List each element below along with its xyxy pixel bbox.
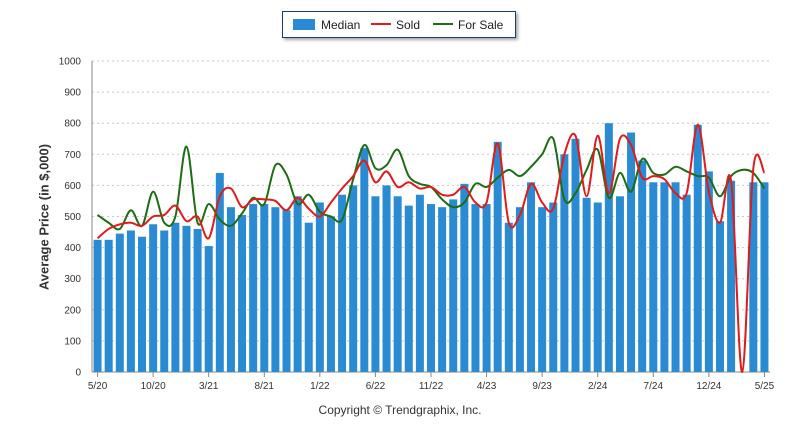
median-bar bbox=[204, 246, 213, 372]
median-bar bbox=[604, 123, 613, 372]
x-tick-label: 5/25 bbox=[755, 381, 775, 392]
median-bar bbox=[727, 180, 736, 372]
median-bar bbox=[360, 148, 369, 372]
legend-median-label: Median bbox=[321, 18, 361, 32]
median-bar bbox=[749, 182, 758, 372]
median-bar bbox=[93, 239, 102, 372]
median-bar bbox=[371, 196, 380, 372]
median-bar bbox=[471, 204, 480, 372]
legend-median-swatch bbox=[293, 19, 315, 30]
median-bar bbox=[160, 230, 169, 372]
legend-for-sale-label: For Sale bbox=[458, 18, 504, 32]
legend-for-sale-swatch bbox=[433, 23, 453, 25]
median-bar bbox=[538, 207, 547, 372]
y-axis-label: Average Price (in $,000) bbox=[36, 143, 52, 291]
median-bar bbox=[282, 210, 291, 372]
median-bar bbox=[326, 216, 335, 372]
x-tick-label: 4/23 bbox=[477, 381, 497, 392]
median-bar bbox=[171, 222, 180, 372]
median-bar bbox=[671, 182, 680, 372]
x-tick-label: 6/22 bbox=[366, 381, 386, 392]
median-bar bbox=[149, 224, 158, 372]
median-bar bbox=[393, 196, 402, 372]
median-bar bbox=[582, 197, 591, 372]
x-tick-label: 12/24 bbox=[696, 381, 721, 392]
legend: Median Sold For Sale bbox=[282, 11, 516, 38]
copyright-text: Copyright © Trendgraphix, Inc. bbox=[318, 403, 482, 417]
median-bar bbox=[315, 202, 324, 372]
y-tick-label: 600 bbox=[64, 181, 81, 192]
median-bar bbox=[293, 196, 302, 372]
x-tick-label: 8/21 bbox=[255, 381, 275, 392]
median-bar bbox=[126, 230, 135, 372]
y-tick-label: 400 bbox=[64, 243, 81, 254]
median-bar bbox=[249, 204, 258, 372]
median-bar bbox=[193, 228, 202, 372]
median-bar bbox=[349, 185, 358, 372]
median-bar bbox=[271, 207, 280, 372]
median-bar bbox=[215, 172, 224, 372]
x-tick-label: 3/21 bbox=[199, 381, 219, 392]
median-bar bbox=[226, 207, 235, 372]
y-tick-label: 100 bbox=[64, 336, 81, 347]
x-tick-label: 10/20 bbox=[141, 381, 166, 392]
median-bar bbox=[649, 182, 658, 372]
median-bar bbox=[715, 221, 724, 372]
median-bar bbox=[304, 222, 313, 372]
median-bar bbox=[182, 225, 191, 372]
y-tick-label: 300 bbox=[64, 274, 81, 285]
x-tick-label: 7/24 bbox=[644, 381, 664, 392]
x-tick-label: 11/22 bbox=[419, 381, 444, 392]
median-bar bbox=[138, 236, 147, 372]
median-bar bbox=[615, 196, 624, 372]
x-tick-label: 2/24 bbox=[588, 381, 608, 392]
median-bar bbox=[760, 182, 769, 372]
x-tick-label: 1/22 bbox=[310, 381, 330, 392]
median-bar bbox=[449, 199, 458, 372]
median-bar bbox=[260, 204, 269, 372]
legend-sold-swatch bbox=[371, 23, 391, 25]
y-tick-label: 900 bbox=[64, 88, 81, 99]
median-bar bbox=[115, 233, 124, 372]
median-bar bbox=[682, 194, 691, 372]
y-tick-label: 1000 bbox=[59, 57, 82, 68]
median-bar bbox=[493, 141, 502, 372]
y-tick-label: 800 bbox=[64, 119, 81, 130]
y-tick-label: 0 bbox=[75, 368, 81, 379]
sold-line bbox=[96, 123, 766, 374]
median-bar bbox=[104, 239, 113, 372]
median-bar bbox=[527, 182, 536, 372]
median-bar bbox=[382, 185, 391, 372]
median-bar bbox=[560, 154, 569, 372]
median-bar bbox=[404, 205, 413, 372]
legend-sold-label: Sold bbox=[396, 18, 421, 32]
median-bar bbox=[515, 207, 524, 372]
median-bar bbox=[638, 160, 647, 372]
median-bar bbox=[438, 207, 447, 372]
median-bar bbox=[693, 124, 702, 372]
median-bar bbox=[704, 171, 713, 372]
median-bar bbox=[426, 204, 436, 372]
median-bar bbox=[460, 183, 469, 372]
median-bar bbox=[238, 214, 247, 372]
median-bar bbox=[627, 132, 636, 372]
y-tick-label: 700 bbox=[64, 150, 81, 161]
x-tick-label: 5/20 bbox=[88, 381, 108, 392]
median-bar bbox=[593, 202, 602, 372]
median-bar bbox=[549, 202, 558, 372]
median-bar bbox=[504, 222, 513, 372]
median-bar bbox=[338, 194, 347, 372]
median-bar bbox=[482, 204, 491, 372]
x-tick-label: 9/23 bbox=[532, 381, 552, 392]
y-tick-label: 200 bbox=[64, 305, 81, 316]
median-bar bbox=[660, 182, 669, 372]
y-tick-label: 500 bbox=[64, 212, 81, 223]
median-bar bbox=[415, 194, 424, 372]
median-bar bbox=[571, 138, 580, 372]
